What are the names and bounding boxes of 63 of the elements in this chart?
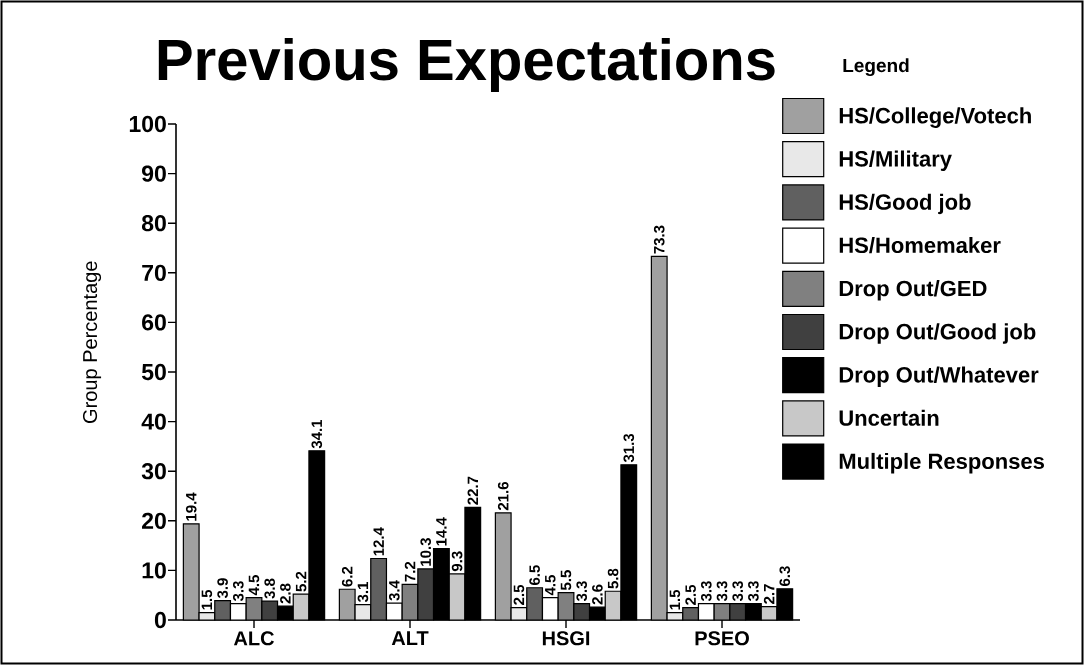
legend-label: HS/Military xyxy=(839,150,952,171)
y-tick-label: 20 xyxy=(142,512,166,529)
data-label: 4.5 xyxy=(545,575,556,596)
data-label: 3.3 xyxy=(576,581,588,602)
x-tick-label: ALT xyxy=(391,631,429,645)
y-tick-label: 10 xyxy=(142,562,166,579)
data-label: 14.4 xyxy=(436,517,447,546)
data-label: 4.5 xyxy=(248,575,260,596)
data-label: 3.3 xyxy=(716,581,728,602)
data-label: 10.3 xyxy=(420,538,432,566)
data-label: 12.4 xyxy=(373,527,384,556)
data-label: 3.3 xyxy=(232,581,244,602)
legend-label: HS/College/Votech xyxy=(839,107,1031,128)
data-label: 3.3 xyxy=(748,581,759,602)
data-label: 73.3 xyxy=(653,225,665,254)
y-tick-label: 70 xyxy=(142,264,166,281)
x-tick-label: PSEO xyxy=(695,631,749,646)
data-label: 1.5 xyxy=(201,589,213,610)
y-tick-label: 60 xyxy=(142,314,166,331)
legend-label: Drop Out/GED xyxy=(839,280,987,301)
data-label: 31.3 xyxy=(623,433,635,463)
data-label: 5.8 xyxy=(607,568,619,589)
data-label: 2.5 xyxy=(513,584,525,605)
x-tick-label: HSGI xyxy=(542,631,590,646)
legend-label: Multiple Responses xyxy=(839,452,1044,474)
data-label: 9.3 xyxy=(451,551,463,572)
data-label: 6.2 xyxy=(341,566,353,587)
data-label: 2.7 xyxy=(763,584,775,604)
data-label: 3.8 xyxy=(264,578,276,599)
data-label: 6.5 xyxy=(529,565,540,586)
data-label: 34.1 xyxy=(311,419,323,449)
data-label: 1.5 xyxy=(669,589,681,610)
data-label: 7.2 xyxy=(404,561,416,582)
legend-label: HS/Good job xyxy=(839,193,971,215)
data-label: 2.6 xyxy=(592,584,603,605)
y-tick-label: 50 xyxy=(141,363,166,381)
data-label: 3.1 xyxy=(357,581,369,603)
y-axis-title: Group Percentage xyxy=(82,261,102,423)
legend-title: Legend xyxy=(843,58,909,77)
y-tick-label: 100 xyxy=(129,115,166,133)
data-label: 6.3 xyxy=(779,566,791,586)
x-tick-label: ALC xyxy=(233,631,274,646)
data-label: 2.5 xyxy=(685,584,696,605)
data-label: 22.7 xyxy=(467,476,479,505)
legend-label: Uncertain xyxy=(839,409,939,426)
legend-label: HS/Homemaker xyxy=(839,236,1001,254)
y-tick-label: 40 xyxy=(141,413,166,430)
data-label: 5.5 xyxy=(560,570,572,591)
data-label: 5.2 xyxy=(295,571,307,592)
data-label: 3.9 xyxy=(217,578,228,599)
chart-title: Previous Expectations xyxy=(158,37,775,93)
y-tick-label: 30 xyxy=(141,463,166,480)
data-label: 19.4 xyxy=(185,492,197,521)
y-tick-label: 90 xyxy=(142,165,166,182)
y-tick-label: 80 xyxy=(141,215,166,232)
data-label: 3.3 xyxy=(700,581,712,602)
legend-label: Drop Out/Good job xyxy=(839,323,1036,344)
data-label: 2.8 xyxy=(280,583,291,604)
data-label: 3.4 xyxy=(388,580,400,601)
legend-label: Drop Out/Whatever xyxy=(839,366,1039,387)
data-label: 21.6 xyxy=(497,482,509,511)
y-tick-label: 0 xyxy=(154,611,166,629)
data-label: 3.3 xyxy=(732,581,744,602)
